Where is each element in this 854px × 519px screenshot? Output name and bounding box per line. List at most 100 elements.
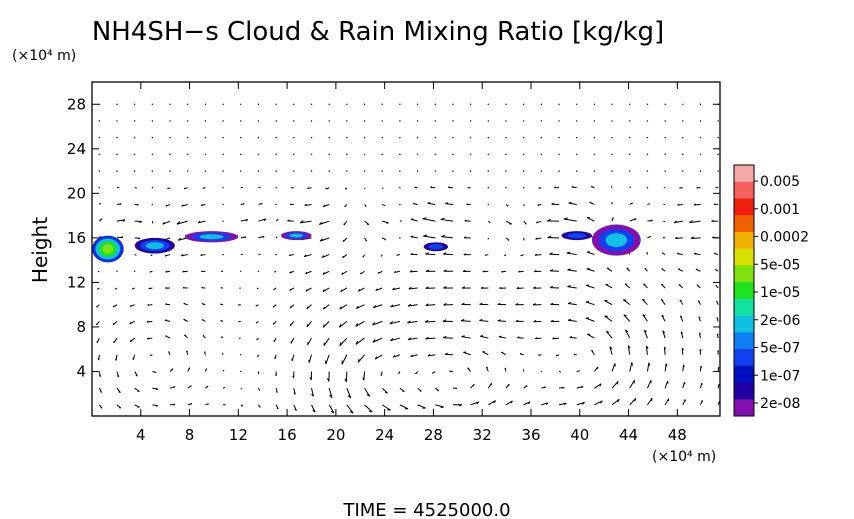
wind-vector	[389, 320, 401, 325]
wind-vector-head	[516, 286, 520, 289]
y-tick-label: 4	[76, 362, 86, 380]
wind-vector-head	[177, 237, 182, 241]
wind-vector	[423, 235, 436, 239]
wind-vector	[452, 170, 454, 172]
wind-vector-head	[98, 374, 101, 377]
wind-vector	[116, 136, 118, 139]
wind-vector	[699, 170, 702, 172]
wind-vector	[381, 153, 383, 156]
wind-vector	[629, 103, 631, 105]
wind-vector	[699, 120, 702, 122]
wind-vector-head	[528, 401, 531, 405]
wind-vector	[240, 354, 242, 356]
wind-vector-head	[550, 319, 554, 323]
wind-vector	[682, 136, 684, 139]
wind-vector-head	[661, 283, 664, 286]
wind-vector	[322, 321, 330, 328]
colorbar-label: 2e-06	[760, 313, 800, 329]
wind-vector-head	[567, 285, 571, 288]
wind-vector	[340, 287, 348, 293]
wind-vector	[275, 187, 277, 189]
wind-vector	[176, 220, 188, 225]
wind-vector-head	[322, 204, 326, 207]
wind-vector	[417, 404, 426, 409]
wind-vector	[151, 170, 154, 172]
y-tick-label: 28	[67, 95, 86, 113]
wind-vector	[435, 404, 444, 408]
wind-vector	[293, 120, 295, 122]
wind-vector	[310, 103, 313, 105]
wind-vector-head	[272, 305, 275, 308]
wind-vector-head	[569, 336, 573, 338]
wind-vector	[357, 354, 365, 363]
wind-vector-head	[681, 347, 684, 351]
wind-vector-head	[716, 333, 719, 336]
wind-vector-head	[443, 269, 447, 272]
wind-vector-head	[122, 219, 126, 222]
wind-vector	[567, 286, 577, 289]
wind-vector	[151, 136, 154, 139]
wind-vector-head	[327, 378, 330, 382]
wind-vector	[240, 120, 242, 122]
wind-vector	[498, 336, 507, 339]
wind-vector	[392, 287, 401, 291]
wind-vector	[293, 103, 295, 105]
wind-vector	[629, 153, 631, 156]
x-tick-label: 48	[668, 426, 687, 444]
wind-vector-head	[563, 402, 567, 406]
wind-vector	[293, 153, 295, 156]
wind-vector	[375, 354, 383, 360]
wind-vector-head	[182, 270, 185, 273]
wind-vector	[399, 237, 401, 239]
wind-vector	[624, 329, 631, 339]
wind-vector	[434, 136, 436, 139]
wind-vector-head	[444, 352, 448, 355]
wind-vector-head	[407, 303, 412, 307]
wind-vector	[611, 120, 613, 122]
wind-vector-head	[149, 354, 152, 357]
wind-vector	[346, 120, 348, 122]
wind-vector-head	[311, 393, 314, 397]
wind-vector	[452, 136, 454, 139]
colorbar-swatch	[734, 332, 754, 350]
wind-vector	[522, 187, 525, 189]
wind-vector-head	[520, 254, 522, 257]
y-tick-label: 24	[67, 140, 86, 158]
wind-vector-head	[329, 394, 333, 399]
wind-vector	[434, 120, 436, 122]
wind-vector-head	[425, 336, 429, 340]
wind-vector-head	[365, 239, 367, 242]
wind-vector	[187, 103, 189, 105]
wind-vector-head	[526, 385, 528, 388]
wind-vector-head	[689, 220, 693, 224]
wind-vector-head	[186, 350, 188, 353]
wind-vector	[452, 153, 454, 156]
wind-vector	[373, 304, 383, 309]
wind-vector-head	[344, 378, 347, 383]
wind-vector	[323, 337, 330, 347]
wind-vector-head	[663, 346, 667, 350]
wind-vector	[151, 153, 154, 156]
x-axis: 4 8 12 16 20 24 28 32 36 40 44 48	[136, 82, 687, 444]
wind-vector	[346, 404, 354, 414]
colorbar-swatch	[734, 315, 754, 333]
wind-vector	[319, 237, 330, 242]
wind-vector	[416, 153, 419, 156]
wind-vector-head	[631, 362, 634, 366]
wind-vector	[381, 136, 383, 139]
colorbar-swatch	[734, 181, 754, 199]
wind-vector-head	[321, 255, 325, 258]
wind-vector-head	[518, 270, 521, 273]
wind-vector-head	[544, 386, 546, 389]
wind-vector	[540, 120, 543, 122]
wind-vector-head	[648, 203, 650, 205]
wind-vector	[363, 371, 366, 381]
wind-vector-head	[549, 269, 554, 272]
wind-vector	[328, 388, 333, 398]
wind-vector-head	[458, 404, 462, 407]
wind-vector	[422, 218, 436, 222]
wind-vector-head	[642, 298, 645, 301]
wind-vector-head	[443, 302, 447, 306]
colorbar-label: 2e-08	[760, 396, 800, 412]
wind-vector-head	[119, 203, 122, 206]
